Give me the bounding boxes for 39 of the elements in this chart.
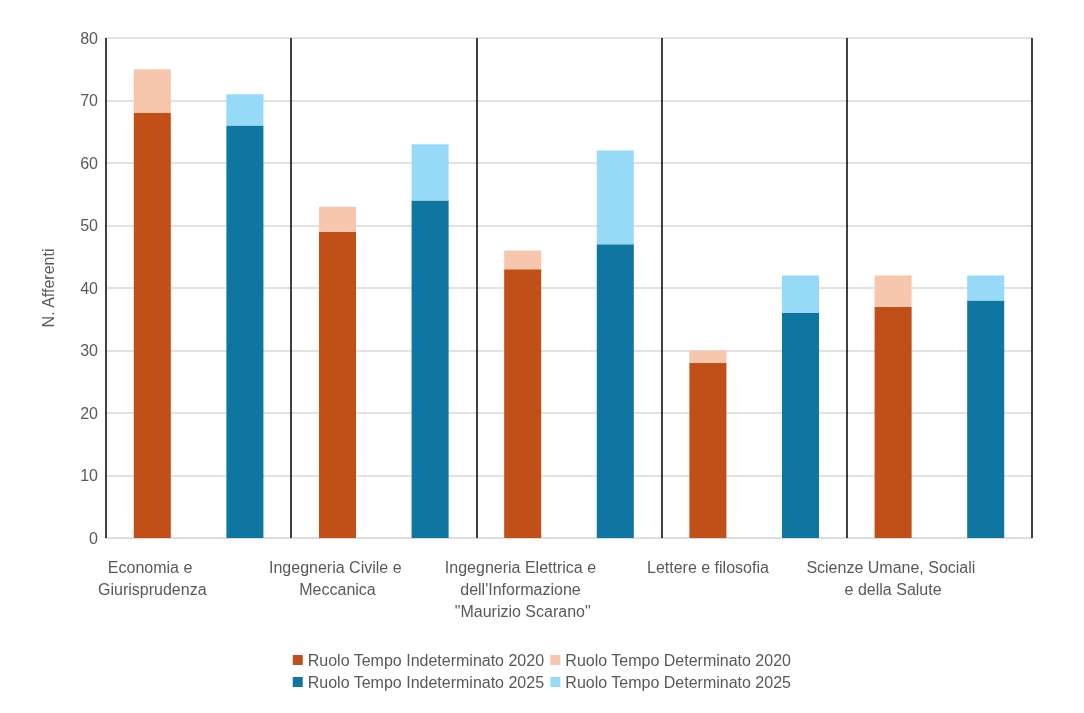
bar	[689, 363, 727, 538]
y-tick-label: 70	[80, 92, 99, 109]
bar	[318, 206, 357, 232]
bar	[689, 350, 727, 363]
y-tick-label: 30	[80, 342, 99, 359]
bar	[226, 125, 264, 538]
bar	[133, 69, 171, 113]
y-tick-label: 20	[80, 404, 99, 422]
bar	[318, 231, 357, 538]
bar	[874, 275, 912, 307]
y-tick-label: 40	[80, 279, 99, 297]
x-tick-label: Lettere e filosofia	[646, 558, 769, 576]
y-tick-label: 10	[80, 467, 99, 484]
x-tick-label: Scienze Umane, Sociali e della Salute	[806, 558, 980, 598]
bar	[596, 244, 634, 538]
bar	[874, 306, 912, 538]
bar	[411, 200, 449, 538]
y-tick-label: 50	[80, 217, 99, 234]
bar	[781, 313, 820, 538]
bar	[226, 94, 264, 126]
legend-label: Ruolo Tempo Determinato 2020	[565, 651, 792, 669]
y-tick-label: 0	[89, 529, 99, 547]
legend-label: Ruolo Tempo Indeterminato 2025	[307, 673, 545, 691]
bar	[133, 113, 171, 538]
y-tick-label: 60	[80, 154, 99, 172]
bar	[781, 275, 820, 313]
bar	[596, 150, 634, 245]
bar	[967, 300, 1005, 538]
y-tick-label: 80	[80, 29, 99, 47]
x-tick-label: Ingegneria Civile e Meccanica	[269, 558, 406, 598]
bar	[967, 275, 1005, 301]
x-tick-label: Economia e Giurisprudenza	[98, 558, 207, 598]
y-axis-title: N. Afferenti	[39, 248, 57, 328]
bar	[504, 269, 542, 538]
legend-label: Ruolo Tempo Indeterminato 2020	[307, 651, 545, 669]
x-tick-label: Ingegneria Elettrica e dell'Informazione "Maurizio Scarano"	[444, 558, 601, 620]
bar	[411, 144, 449, 201]
bar	[504, 250, 542, 270]
legend-label: Ruolo Tempo Determinato 2025	[565, 673, 792, 691]
